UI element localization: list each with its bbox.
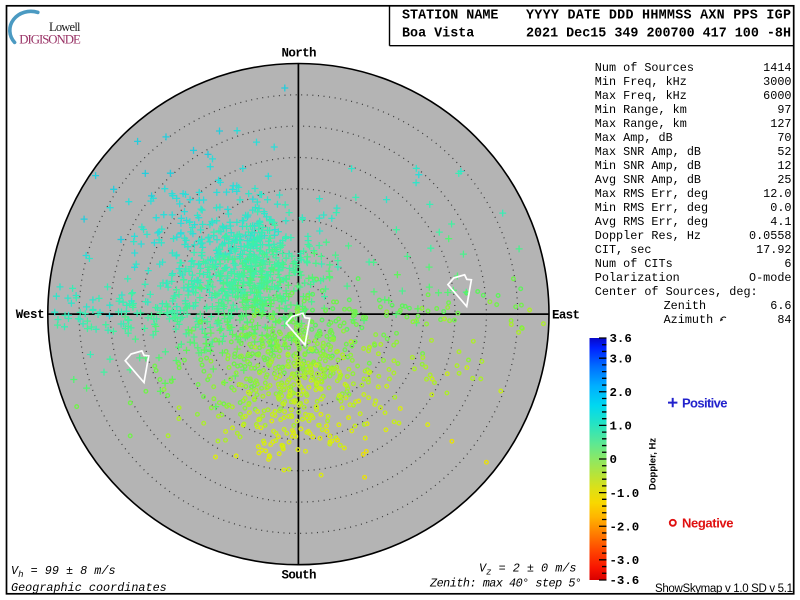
svg-text:Min SNR Amp, dB: Min SNR Amp, dB	[595, 159, 701, 173]
svg-text:Num of CITs: Num of CITs	[595, 257, 673, 271]
svg-text:Num of Sources: Num of Sources	[595, 61, 694, 75]
svg-text:Vh = 99 ± 8 m/s: Vh = 99 ± 8 m/s	[11, 564, 116, 580]
svg-text:Positive: Positive	[682, 396, 728, 411]
svg-text:Zenith: Zenith	[664, 299, 706, 313]
svg-text:CIT, sec: CIT, sec	[595, 243, 652, 257]
svg-text:25: 25	[777, 173, 791, 187]
svg-text:3.0: 3.0	[610, 352, 632, 366]
svg-text:North: North	[282, 47, 317, 61]
svg-text:East: East	[552, 309, 580, 323]
svg-text:1.0: 1.0	[610, 420, 632, 434]
svg-text:1414: 1414	[763, 61, 791, 75]
svg-text:Lowell: Lowell	[49, 20, 81, 34]
svg-text:4.1: 4.1	[770, 215, 791, 229]
svg-text:Doppler Res, Hz: Doppler Res, Hz	[595, 229, 701, 243]
svg-text:70: 70	[777, 131, 791, 145]
svg-text:-3.0: -3.0	[610, 554, 640, 568]
svg-text:6: 6	[784, 257, 791, 271]
svg-text:127: 127	[770, 117, 791, 131]
svg-text:Avg RMS Err, deg: Avg RMS Err, deg	[595, 215, 708, 229]
svg-text:Min RMS Err, deg: Min RMS Err, deg	[595, 201, 708, 215]
svg-text:6.6: 6.6	[770, 299, 791, 313]
svg-text:12.0: 12.0	[763, 187, 791, 201]
svg-text:-3.6: -3.6	[610, 574, 640, 588]
svg-text:O-mode: O-mode	[749, 271, 791, 285]
svg-text:YYYY DATE DDD HHMMSS AXN PPS: YYYY DATE DDD HHMMSS AXN PPS IGP	[526, 8, 791, 23]
svg-text:Max RMS Err, deg: Max RMS Err, deg	[595, 187, 708, 201]
svg-text:Avg SNR Amp, dB: Avg SNR Amp, dB	[595, 173, 701, 187]
svg-text:52: 52	[777, 145, 791, 159]
svg-text:Zenith: max 40° step 5°: Zenith: max 40° step 5°	[429, 577, 582, 591]
svg-text:6000: 6000	[763, 89, 791, 103]
svg-text:-1.0: -1.0	[610, 487, 640, 501]
svg-text:ShowSkymap v 1.0 SD v 5.1: ShowSkymap v 1.0 SD v 5.1	[655, 583, 793, 595]
svg-text:Boa Vista: Boa Vista	[402, 26, 474, 41]
svg-text:Max Range, km: Max Range, km	[595, 117, 687, 131]
svg-text:2021 Dec15 349 200700 417 100: 2021 Dec15 349 200700 417 100 -8H	[526, 26, 791, 41]
svg-text:3000: 3000	[763, 75, 791, 89]
svg-text:97: 97	[777, 103, 791, 117]
svg-text:Azimuth: Azimuth	[664, 313, 714, 327]
svg-text:DIGISONDE: DIGISONDE	[19, 33, 81, 47]
svg-text:Min Range, km: Min Range, km	[595, 103, 687, 117]
svg-text:3.6: 3.6	[610, 332, 632, 346]
svg-text:-2.0: -2.0	[610, 520, 640, 534]
svg-text:Vz = 2 ± 0 m/s: Vz = 2 ± 0 m/s	[479, 562, 576, 578]
svg-text:2.0: 2.0	[610, 386, 632, 400]
svg-text:0.0: 0.0	[770, 201, 791, 215]
svg-text:Max Amp, dB: Max Amp, dB	[595, 131, 673, 145]
svg-text:Doppler, Hz: Doppler, Hz	[648, 438, 659, 491]
svg-text:Negative: Negative	[682, 516, 734, 531]
svg-text:South: South	[282, 568, 317, 582]
svg-text:Center of Sources, deg:: Center of Sources, deg:	[595, 285, 758, 299]
svg-text:0.0558: 0.0558	[749, 229, 791, 243]
svg-text:STATION NAME: STATION NAME	[402, 8, 498, 23]
svg-text:Geographic coordinates: Geographic coordinates	[11, 581, 167, 595]
svg-text:Max Freq, kHz: Max Freq, kHz	[595, 89, 687, 103]
svg-text:12: 12	[777, 159, 791, 173]
svg-text:0: 0	[610, 453, 617, 467]
svg-text:West: West	[16, 308, 45, 322]
svg-text:Min Freq, kHz: Min Freq, kHz	[595, 75, 687, 89]
svg-text:Max SNR Amp, dB: Max SNR Amp, dB	[595, 145, 701, 159]
svg-text:Polarization: Polarization	[595, 271, 680, 285]
svg-text:84: 84	[777, 313, 791, 327]
svg-text:17.92: 17.92	[756, 243, 791, 257]
